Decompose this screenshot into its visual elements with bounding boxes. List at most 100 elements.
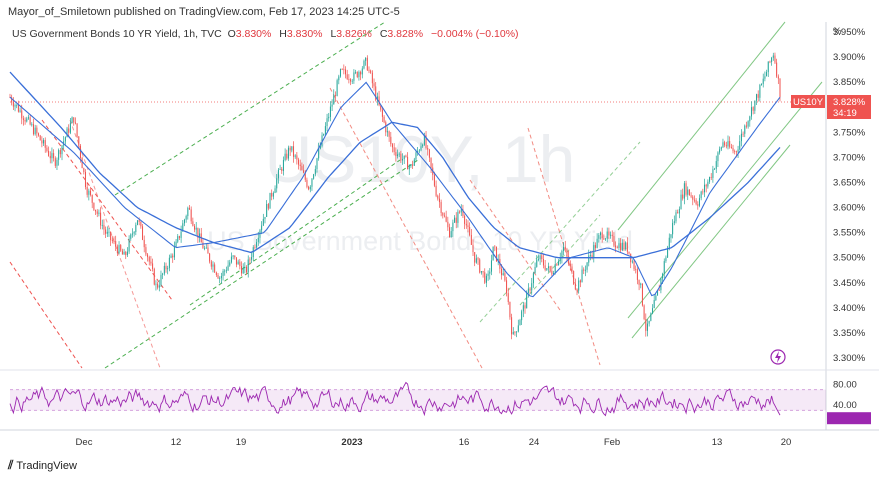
candle[interactable] — [371, 70, 373, 89]
candle[interactable] — [460, 204, 462, 217]
candle[interactable] — [683, 180, 685, 205]
candle[interactable] — [668, 233, 670, 251]
candle[interactable] — [653, 294, 655, 309]
candle[interactable] — [584, 265, 586, 277]
candle[interactable] — [522, 301, 524, 318]
candle[interactable] — [511, 313, 513, 340]
candle[interactable] — [84, 169, 87, 190]
time-axis[interactable]: Dec 12 19 2023 16 24 Feb 13 20 — [76, 437, 792, 448]
candle[interactable] — [286, 149, 288, 161]
candle[interactable] — [31, 122, 33, 127]
candle[interactable] — [209, 252, 211, 264]
candle[interactable] — [667, 245, 669, 258]
candle[interactable] — [710, 173, 712, 181]
candle[interactable] — [81, 156, 83, 169]
candle[interactable] — [351, 78, 353, 85]
candle[interactable] — [115, 235, 117, 252]
candle[interactable] — [289, 145, 291, 156]
price-scale[interactable]: 3.950% 3.900% 3.850% 3.750% 3.700% 3.650% 3.60… — [833, 27, 866, 364]
candle[interactable] — [222, 268, 224, 281]
candle[interactable] — [183, 218, 185, 227]
candle[interactable] — [762, 73, 764, 88]
candle[interactable] — [479, 258, 481, 274]
candle[interactable] — [331, 99, 333, 111]
candle[interactable] — [17, 100, 19, 113]
candle[interactable] — [625, 241, 627, 251]
candle[interactable] — [287, 145, 289, 161]
candle[interactable] — [755, 93, 758, 105]
candle[interactable] — [240, 261, 243, 276]
rising-channel-top[interactable] — [617, 21, 786, 231]
candle[interactable] — [650, 312, 652, 322]
candle[interactable] — [678, 206, 680, 219]
candle[interactable] — [64, 136, 66, 147]
candle[interactable] — [687, 186, 689, 201]
candle[interactable] — [719, 146, 721, 155]
candle[interactable] — [724, 140, 726, 148]
candle[interactable] — [227, 260, 229, 271]
candle[interactable] — [180, 225, 182, 243]
candle[interactable] — [249, 257, 251, 265]
candle[interactable] — [457, 209, 459, 228]
candle[interactable] — [447, 216, 449, 231]
candle[interactable] — [120, 244, 122, 252]
candle[interactable] — [373, 78, 375, 91]
candle[interactable] — [433, 171, 435, 188]
candle[interactable] — [175, 239, 177, 248]
candle[interactable] — [759, 83, 761, 102]
candle[interactable] — [675, 209, 677, 224]
candle[interactable] — [640, 282, 642, 289]
candle[interactable] — [366, 55, 368, 71]
candle[interactable] — [173, 241, 175, 261]
candle[interactable] — [747, 120, 749, 129]
candle[interactable] — [229, 259, 231, 267]
candle[interactable] — [490, 254, 492, 276]
candle[interactable] — [440, 199, 442, 217]
green-channel-mid[interactable] — [189, 159, 401, 306]
candle[interactable] — [54, 156, 56, 169]
candle[interactable] — [767, 61, 769, 77]
candle[interactable] — [266, 200, 268, 218]
candle[interactable] — [655, 294, 657, 302]
candle[interactable] — [147, 253, 149, 262]
candle[interactable] — [224, 269, 226, 276]
candle[interactable] — [303, 164, 305, 174]
candle[interactable] — [170, 253, 172, 259]
candle[interactable] — [19, 107, 21, 113]
candle[interactable] — [150, 255, 152, 266]
candle[interactable] — [338, 74, 340, 85]
candle[interactable] — [692, 195, 694, 206]
candle[interactable] — [509, 301, 511, 320]
candle[interactable] — [73, 117, 75, 126]
candle[interactable] — [11, 94, 13, 106]
candle[interactable] — [153, 267, 155, 286]
candle[interactable] — [599, 231, 602, 240]
candle[interactable] — [336, 78, 338, 97]
candle[interactable] — [61, 144, 63, 161]
candle[interactable] — [564, 240, 566, 251]
candle[interactable] — [101, 219, 103, 230]
candle[interactable] — [566, 247, 568, 263]
candle[interactable] — [29, 115, 31, 126]
candle[interactable] — [267, 202, 269, 211]
candle[interactable] — [370, 69, 372, 74]
candle[interactable] — [697, 201, 699, 210]
candle[interactable] — [353, 69, 355, 84]
candle[interactable] — [576, 288, 578, 296]
candle[interactable] — [188, 204, 191, 210]
candle[interactable] — [705, 183, 707, 193]
candle[interactable] — [601, 227, 603, 243]
candle[interactable] — [24, 117, 26, 125]
candle[interactable] — [177, 234, 179, 244]
candle[interactable] — [199, 228, 201, 243]
candle[interactable] — [313, 173, 315, 180]
candle[interactable] — [616, 245, 618, 249]
candle[interactable] — [274, 185, 276, 194]
candle[interactable] — [623, 239, 625, 251]
candle[interactable] — [425, 131, 427, 150]
candle[interactable] — [598, 233, 600, 243]
candle[interactable] — [606, 227, 608, 243]
candle[interactable] — [534, 262, 536, 274]
candle[interactable] — [88, 188, 90, 201]
